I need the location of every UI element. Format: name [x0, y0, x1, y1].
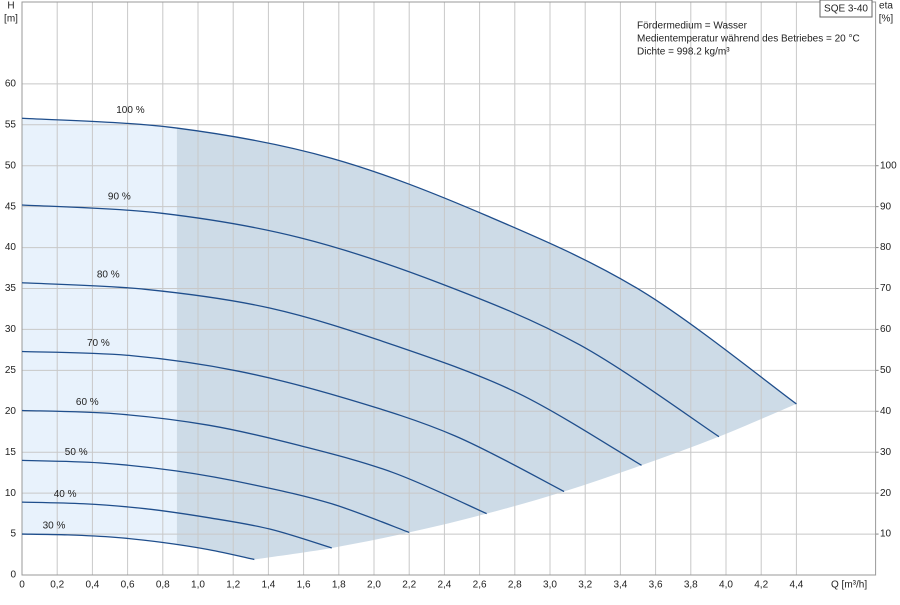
y2-tick-label: 80: [880, 242, 892, 253]
curve-label: 40 %: [54, 489, 77, 500]
y-tick-label: 35: [5, 283, 17, 294]
curve-label: 80 %: [97, 269, 120, 280]
y2-axis-label: eta: [879, 1, 893, 12]
y-tick-label: 10: [5, 488, 17, 499]
y2-tick-label: 70: [880, 283, 892, 294]
pump-curve: [21, 533, 255, 561]
pump-curve: [21, 204, 720, 438]
curve-label: 100 %: [116, 105, 144, 116]
x-tick-label: 4,4: [789, 580, 803, 591]
x-tick-label: 1,2: [226, 580, 240, 591]
x-tick-label: 3,8: [684, 580, 698, 591]
x-tick-label: 0: [19, 580, 25, 591]
y-tick-label: 55: [5, 119, 17, 130]
x-tick-label: 1,6: [297, 580, 311, 591]
note: Medientemperatur während des Betriebes =…: [637, 34, 860, 45]
note: Dichte = 998.2 kg/m³: [637, 47, 730, 58]
x-tick-label: 1,0: [191, 580, 205, 591]
y-tick-label: 40: [5, 242, 17, 253]
pump-curve: [21, 459, 410, 534]
curve-label: 50 %: [65, 447, 88, 458]
x-tick-label: 0,4: [85, 580, 99, 591]
y-tick-label: 30: [5, 324, 17, 335]
curve-label: 30 %: [43, 521, 66, 532]
model-box: [819, 0, 873, 18]
y-tick-label: 60: [5, 78, 17, 89]
pump-curve: [21, 501, 332, 549]
x-tick-label: 3,2: [578, 580, 592, 591]
y2-tick-label: 30: [880, 447, 892, 458]
x-tick-label: 3,4: [613, 580, 627, 591]
curve-label: 60 %: [76, 397, 99, 408]
text-layer: H [m] eta [%] Q [m³/h] Fördermedium = Wa…: [4, 0, 897, 591]
y2-tick-label: 10: [880, 529, 892, 540]
y2-tick-label: 90: [880, 201, 892, 212]
y-tick-label: 0: [10, 570, 16, 581]
y2-tick-label: 60: [880, 324, 892, 335]
x-tick-label: 0,8: [156, 580, 170, 591]
operating-area-low-flow: [22, 118, 177, 545]
lines-layer: [21, 117, 797, 561]
y-tick-label: 15: [5, 447, 17, 458]
note: Fördermedium = Wasser: [637, 21, 748, 32]
x-tick-label: 2,0: [367, 580, 381, 591]
x-tick-label: 2,6: [473, 580, 487, 591]
y2-tick-label: 40: [880, 406, 892, 417]
y2-tick-label: 50: [880, 365, 892, 376]
y-axis-label: H: [7, 1, 14, 12]
pump-curve: [21, 350, 565, 493]
pump-curve: [21, 409, 487, 515]
x-tick-label: 4,0: [719, 580, 733, 591]
y-tick-label: 45: [5, 201, 17, 212]
y-tick-label: 25: [5, 365, 17, 376]
y-tick-label: 5: [10, 529, 16, 540]
x-tick-label: 2,8: [508, 580, 522, 591]
y-axis-unit: [m]: [4, 14, 18, 25]
y-tick-label: 20: [5, 406, 17, 417]
x-tick-label: 1,8: [332, 580, 346, 591]
operating-area: [176, 128, 797, 560]
curve-label: 90 %: [108, 192, 131, 203]
pump-curve: [21, 282, 642, 466]
x-tick-label: 1,4: [261, 580, 275, 591]
x-tick-label: 3,6: [649, 580, 663, 591]
model-label: SQE 3-40: [824, 4, 868, 15]
y2-tick-label: 20: [880, 488, 892, 499]
x-tick-label: 2,2: [402, 580, 416, 591]
x-tick-label: 0,6: [121, 580, 135, 591]
plot-frame: [21, 1, 877, 576]
curve-label: 70 %: [87, 338, 110, 349]
x-tick-label: 2,4: [437, 580, 451, 591]
y2-tick-label: 100: [880, 160, 897, 171]
area-layer: [22, 118, 797, 560]
x-tick-label: 0,2: [50, 580, 64, 591]
x-tick-label: 4,2: [754, 580, 768, 591]
x-axis-label: Q [m³/h]: [831, 580, 867, 591]
grid-layer: [21, 1, 879, 576]
pump-curve: [21, 117, 797, 405]
x-tick-label: 3,0: [543, 580, 557, 591]
y2-axis-unit: [%]: [879, 14, 894, 25]
y-tick-label: 50: [5, 160, 17, 171]
